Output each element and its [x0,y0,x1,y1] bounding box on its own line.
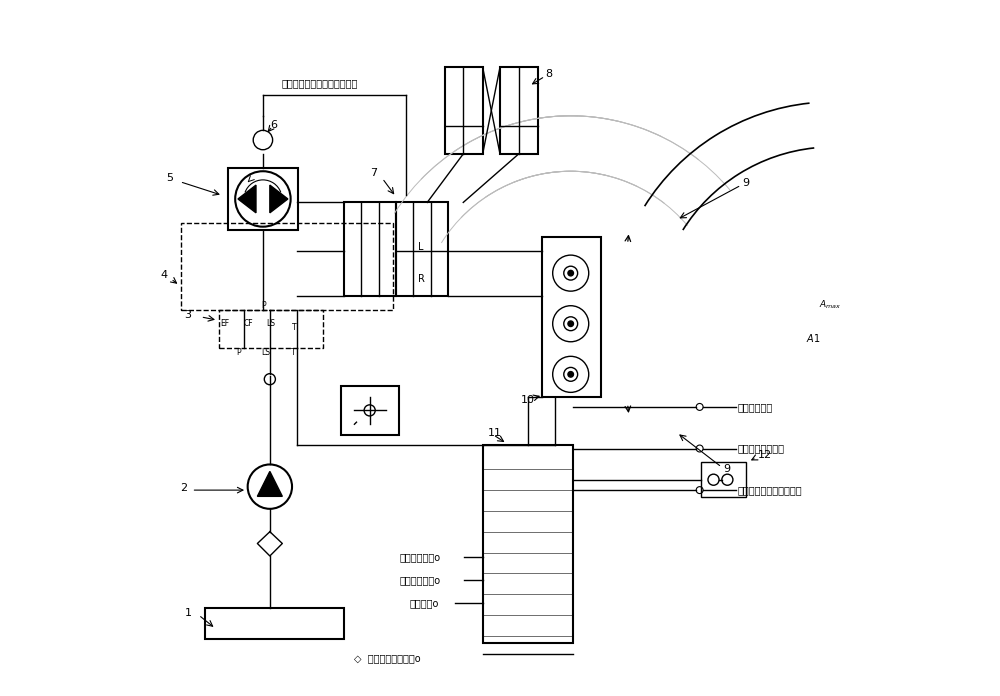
Text: 8: 8 [545,69,552,79]
Text: ◇  其它备用控制接口o: ◇ 其它备用控制接口o [354,654,421,663]
Text: 3: 3 [185,310,192,319]
Bar [483,445,573,642]
Text: 手动开关信号接口: 手动开关信号接口 [737,443,784,454]
Polygon shape [257,471,282,496]
Text: P: P [261,301,265,310]
Bar [542,237,601,397]
Text: 9: 9 [743,178,750,188]
Bar [181,223,393,310]
Text: 压力信号接口o: 压力信号接口o [399,575,441,585]
Bar [341,386,399,435]
Text: $A1$: $A1$ [806,331,821,344]
Bar [219,310,323,348]
Bar [701,462,746,497]
Text: 2: 2 [180,483,187,493]
Text: 车速信号接口: 车速信号接口 [737,402,772,412]
Bar [396,203,448,296]
Text: EF: EF [221,319,230,329]
Bar [445,68,483,154]
Bar [500,68,538,154]
Text: LS: LS [261,348,270,356]
Text: $A_{max}$: $A_{max}$ [819,299,841,311]
Polygon shape [270,185,288,213]
Text: 6: 6 [270,120,277,129]
Polygon shape [238,185,256,213]
Text: 7: 7 [370,168,377,178]
Text: 整车转向角速度信号接口: 整车转向角速度信号接口 [737,485,802,495]
Text: 5: 5 [166,173,173,183]
Bar [228,168,298,230]
Text: 12: 12 [758,450,772,461]
Bar [344,203,396,296]
Circle shape [568,321,573,326]
Text: 1: 1 [185,608,192,618]
Text: T: T [291,348,295,356]
Text: 4: 4 [160,270,167,280]
Text: T: T [292,323,297,332]
Text: L: L [418,242,424,253]
Text: CF: CF [244,319,253,329]
Text: 10: 10 [521,395,535,405]
Text: P: P [237,348,241,356]
Text: 调试串口o: 调试串口o [410,598,439,608]
Text: R: R [418,274,425,284]
Text: 9: 9 [723,464,730,474]
Text: 备用中断接口o: 备用中断接口o [399,553,441,562]
Circle shape [568,270,573,276]
Circle shape [568,372,573,377]
Bar [205,608,344,639]
Text: 反向转向电比例溢流中断信号: 反向转向电比例溢流中断信号 [282,78,358,88]
Text: 11: 11 [488,427,502,438]
Text: LS: LS [266,319,275,329]
